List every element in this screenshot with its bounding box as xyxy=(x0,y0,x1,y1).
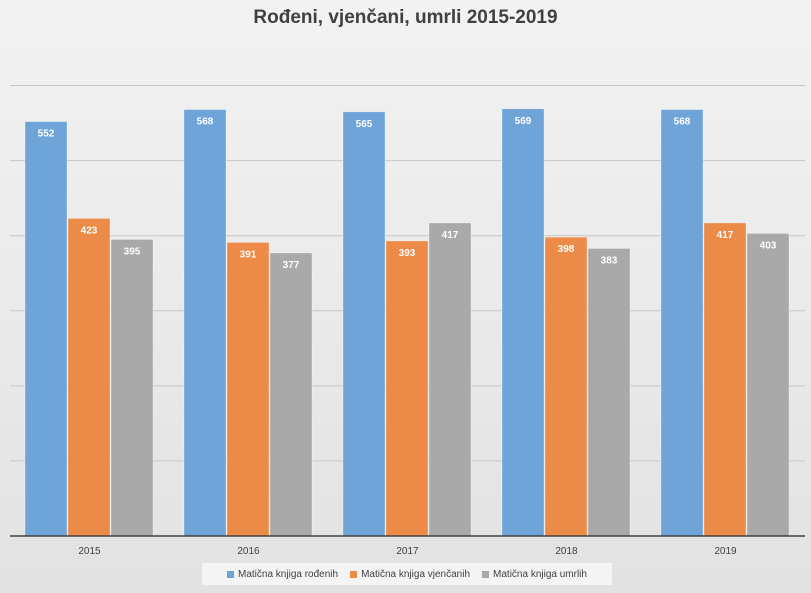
data-label: 569 xyxy=(515,116,532,127)
x-tick-label: 2015 xyxy=(78,546,101,557)
x-tick-label: 2016 xyxy=(237,546,260,557)
legend-label: Matična knjiga rođenih xyxy=(238,568,339,580)
data-label: 383 xyxy=(601,255,618,266)
data-label: 377 xyxy=(283,260,300,271)
bar xyxy=(269,252,313,537)
data-label: 552 xyxy=(38,129,55,140)
data-label: 391 xyxy=(240,249,257,260)
legend-item: Matična knjiga umrlih xyxy=(482,569,587,580)
bar xyxy=(544,236,588,537)
bar xyxy=(342,111,386,537)
chart-title: Rođeni, vjenčani, umrli 2015-2019 xyxy=(253,7,558,28)
data-label: 568 xyxy=(674,117,691,128)
data-label: 403 xyxy=(760,240,777,251)
bar xyxy=(110,239,154,537)
legend-item: Matična knjiga rođenih xyxy=(227,569,338,580)
x-tick-label: 2019 xyxy=(714,546,737,557)
data-label: 417 xyxy=(442,230,459,241)
bar xyxy=(385,240,429,537)
data-label: 393 xyxy=(399,248,416,259)
bar xyxy=(226,242,270,537)
bar xyxy=(660,109,704,537)
bar xyxy=(703,222,747,537)
data-label: 395 xyxy=(124,246,141,257)
bar xyxy=(587,248,631,537)
chart-legend: Matična knjiga rođenih Matična knjiga vje… xyxy=(202,563,612,585)
data-label: 398 xyxy=(558,244,575,255)
legend-swatch xyxy=(482,570,490,578)
data-label: 568 xyxy=(197,117,214,128)
bar xyxy=(746,233,790,537)
bar xyxy=(24,121,68,537)
legend-label: Matična knjiga vjenčanih xyxy=(361,568,471,580)
data-label: 423 xyxy=(81,225,98,236)
legend-label: Matična knjiga umrlih xyxy=(493,568,587,580)
legend-swatch xyxy=(350,570,358,578)
legend-swatch xyxy=(227,570,235,578)
bar xyxy=(501,108,545,537)
x-tick-label: 2017 xyxy=(396,546,419,557)
x-tick-label: 2018 xyxy=(555,546,578,557)
data-label: 565 xyxy=(356,119,373,130)
bar xyxy=(183,109,227,537)
bar xyxy=(67,218,111,537)
data-label: 417 xyxy=(717,230,734,241)
bar xyxy=(428,222,472,537)
legend-item: Matična knjiga vjenčanih xyxy=(350,569,470,580)
